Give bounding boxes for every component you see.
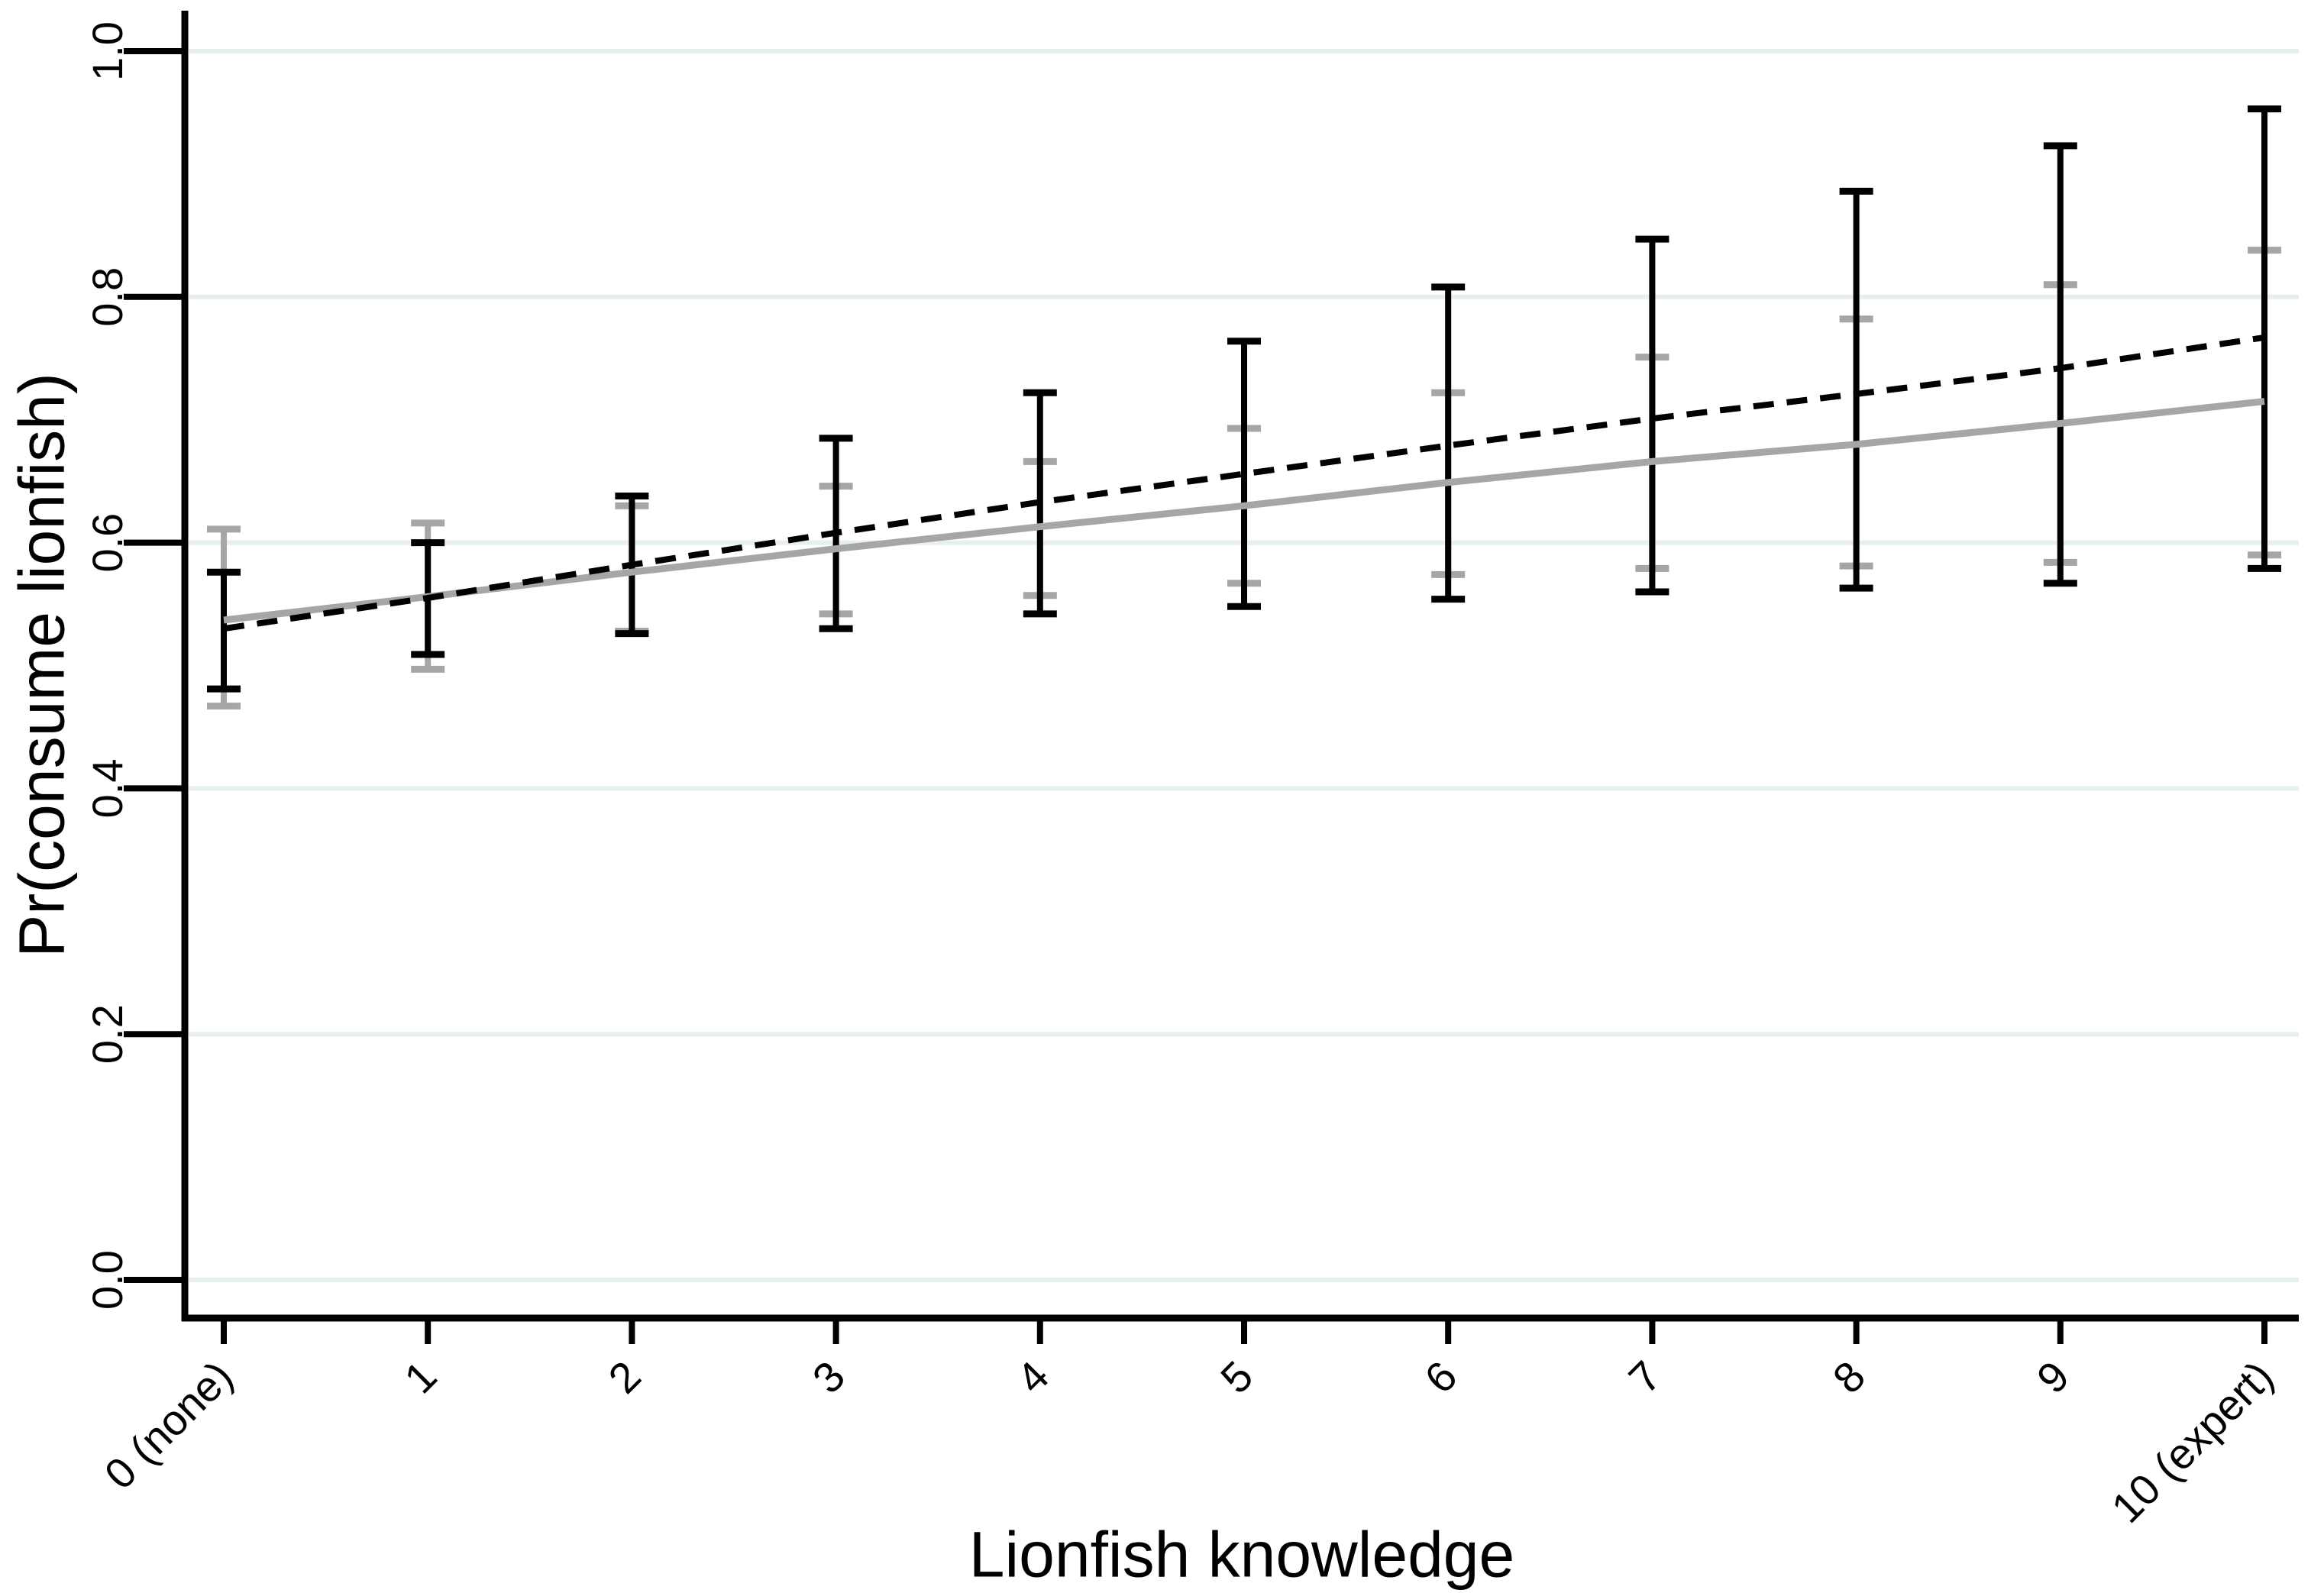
x-tick-label: 9 [2028, 1352, 2079, 1403]
x-tick-label: 10 (expert) [2102, 1352, 2282, 1532]
x-tick-label: 4 [1007, 1352, 1059, 1403]
x-tick-label: 5 [1211, 1352, 1262, 1403]
x-tick-label: 7 [1619, 1352, 1670, 1403]
x-tick-label: 0 (none) [95, 1352, 241, 1498]
y-tick-label: 0.8 [83, 267, 131, 327]
x-tick-label: 6 [1415, 1352, 1466, 1403]
y-tick-label: 0.0 [83, 1250, 131, 1310]
y-tick-label: 0.2 [83, 1004, 131, 1064]
x-axis-title: Lionfish knowledge [968, 1518, 1515, 1591]
x-tick-label: 2 [599, 1352, 650, 1403]
series-line-dashed-black [223, 334, 2265, 632]
y-tick-label: 0.6 [83, 513, 131, 573]
y-tick-label: 0.4 [83, 758, 131, 818]
x-tick-label: 8 [1824, 1352, 1875, 1403]
x-tick-label: 1 [395, 1352, 446, 1403]
series-line-solid-gray [223, 398, 2265, 624]
x-tick-label: 3 [803, 1352, 855, 1403]
y-tick-label: 1.0 [83, 21, 131, 81]
y-axis-title: Pr(consume lionfish) [5, 373, 78, 958]
